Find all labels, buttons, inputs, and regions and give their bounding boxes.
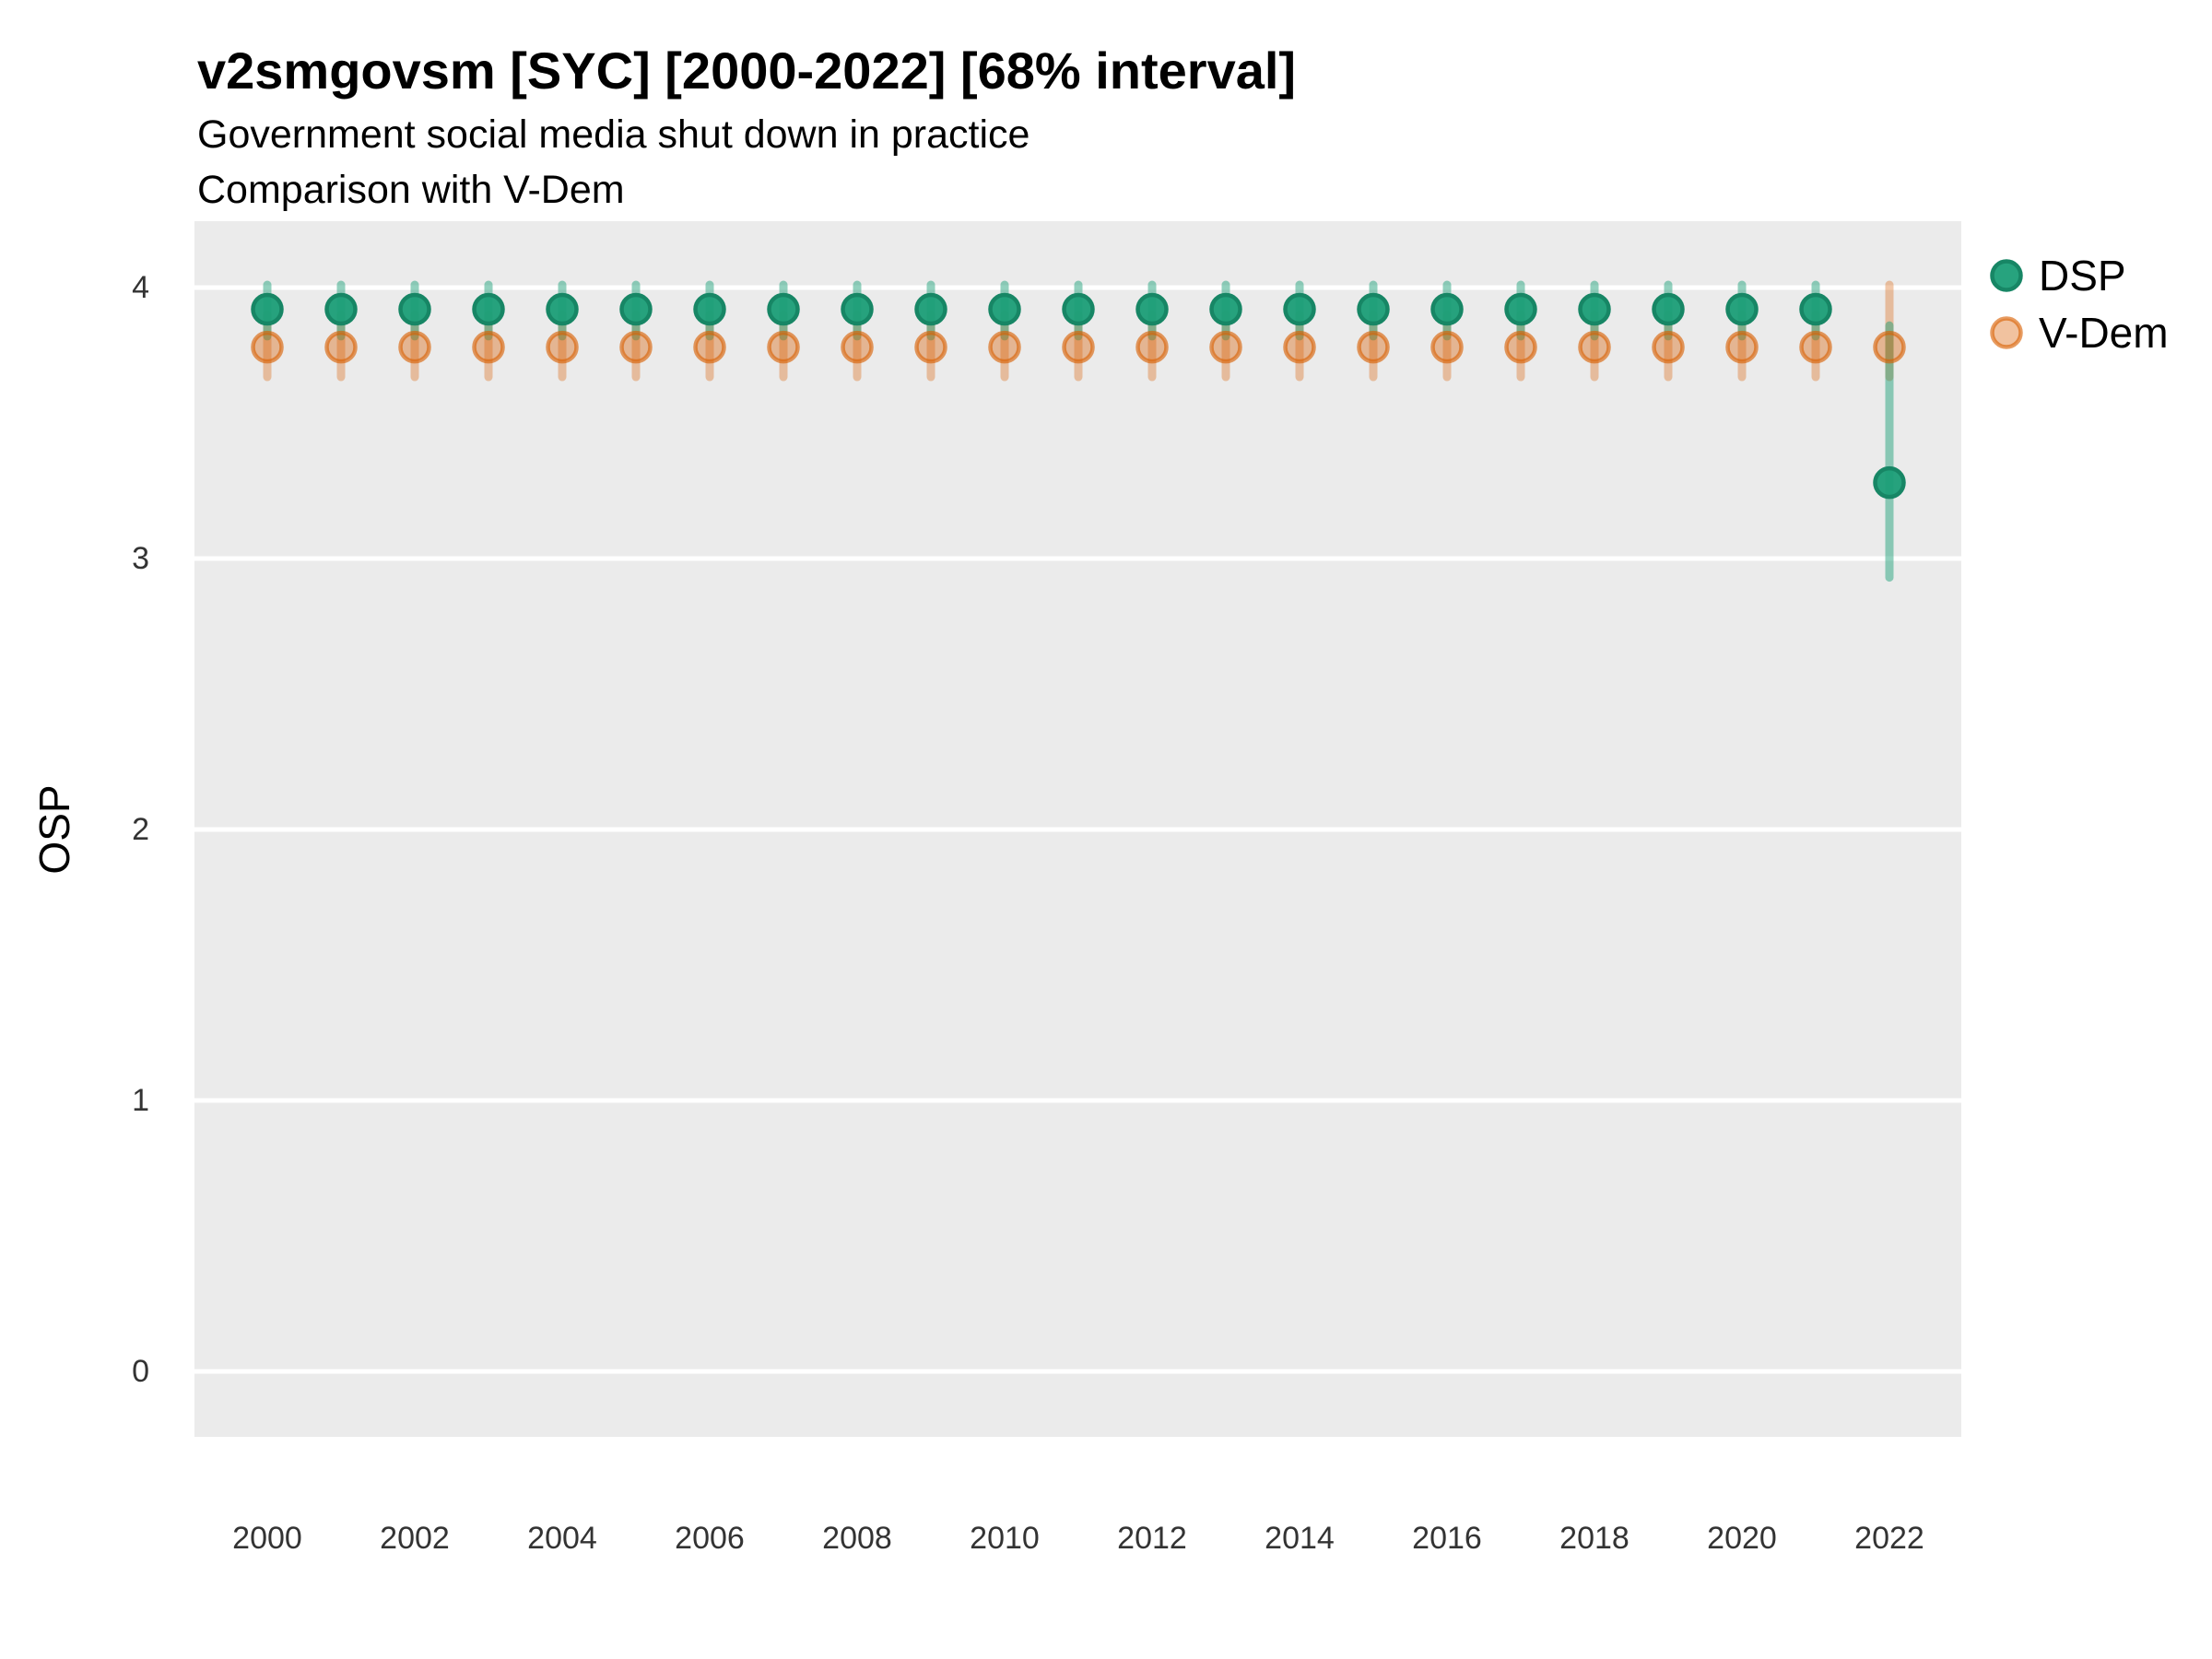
x-tick-label-2010: 2010 (970, 1521, 1040, 1556)
point-dsp-2021 (1799, 292, 1832, 326)
point-dsp-2010 (988, 292, 1021, 326)
legend-label-v-dem: V-Dem (2039, 309, 2169, 357)
point-vdem-2022 (1873, 330, 1906, 364)
legend-item-dsp: DSP (1987, 247, 2169, 304)
point-dsp-2017 (1504, 292, 1537, 326)
point-vdem-2001 (324, 330, 358, 364)
point-vdem-2006 (693, 330, 726, 364)
legend-item-v-dem: V-Dem (1987, 304, 2169, 361)
point-dsp-2015 (1357, 292, 1390, 326)
point-vdem-2004 (546, 330, 579, 364)
y-tick-label-4: 4 (132, 270, 149, 305)
chart-canvas (194, 280, 1961, 1374)
legend-key-icon (1990, 259, 2023, 292)
point-vdem-2011 (1062, 330, 1095, 364)
point-vdem-2015 (1357, 330, 1390, 364)
point-dsp-2006 (693, 292, 726, 326)
point-vdem-2018 (1578, 330, 1611, 364)
point-dsp-2003 (472, 292, 505, 326)
point-vdem-2003 (472, 330, 505, 364)
point-vdem-2002 (398, 330, 431, 364)
point-dsp-2014 (1283, 292, 1316, 326)
y-tick-label-2: 2 (132, 812, 149, 847)
x-tick-label-2018: 2018 (1559, 1521, 1630, 1556)
point-dsp-2012 (1135, 292, 1169, 326)
point-dsp-2007 (767, 292, 800, 326)
point-dsp-2004 (546, 292, 579, 326)
legend: DSP V-Dem (1987, 247, 2169, 361)
x-tick-label-2002: 2002 (380, 1521, 450, 1556)
y-tick-label-0: 0 (132, 1354, 149, 1389)
point-dsp-2022 (1873, 465, 1906, 500)
point-dsp-2000 (251, 292, 284, 326)
point-vdem-2008 (841, 330, 874, 364)
x-tick-label-2022: 2022 (1854, 1521, 1924, 1556)
point-vdem-2020 (1725, 330, 1759, 364)
x-tick-label-2014: 2014 (1265, 1521, 1335, 1556)
plot-comparison-note: Comparison with V-Dem (197, 168, 625, 212)
point-dsp-2020 (1725, 292, 1759, 326)
y-tick-label-1: 1 (132, 1083, 149, 1118)
point-dsp-2008 (841, 292, 874, 326)
point-dsp-2002 (398, 292, 431, 326)
point-dsp-2016 (1430, 292, 1464, 326)
point-vdem-2019 (1652, 330, 1685, 364)
point-vdem-2016 (1430, 330, 1464, 364)
x-tick-label-2020: 2020 (1707, 1521, 1777, 1556)
point-vdem-2009 (914, 330, 947, 364)
point-vdem-2017 (1504, 330, 1537, 364)
x-tick-label-2012: 2012 (1117, 1521, 1187, 1556)
plot-title: v2smgovsm [SYC] [2000-2022] [68% interva… (197, 41, 1297, 100)
point-vdem-2012 (1135, 330, 1169, 364)
x-tick-label-2006: 2006 (675, 1521, 745, 1556)
point-dsp-2019 (1652, 292, 1685, 326)
point-vdem-2010 (988, 330, 1021, 364)
plot-panel (194, 221, 1961, 1437)
point-dsp-2011 (1062, 292, 1095, 326)
point-vdem-2007 (767, 330, 800, 364)
x-tick-label-2008: 2008 (822, 1521, 892, 1556)
legend-key-icon (1990, 316, 2023, 349)
x-tick-label-2016: 2016 (1412, 1521, 1482, 1556)
point-dsp-2009 (914, 292, 947, 326)
point-vdem-2005 (619, 330, 653, 364)
point-dsp-2001 (324, 292, 358, 326)
point-dsp-2018 (1578, 292, 1611, 326)
point-vdem-2021 (1799, 330, 1832, 364)
point-vdem-2000 (251, 330, 284, 364)
point-dsp-2005 (619, 292, 653, 326)
x-tick-label-2000: 2000 (232, 1521, 302, 1556)
point-vdem-2014 (1283, 330, 1316, 364)
point-vdem-2013 (1209, 330, 1242, 364)
x-tick-label-2004: 2004 (527, 1521, 597, 1556)
plot-subtitle: Government social media shut down in pra… (197, 112, 1030, 157)
y-tick-label-3: 3 (132, 541, 149, 576)
legend-label-dsp: DSP (2039, 252, 2126, 300)
point-dsp-2013 (1209, 292, 1242, 326)
